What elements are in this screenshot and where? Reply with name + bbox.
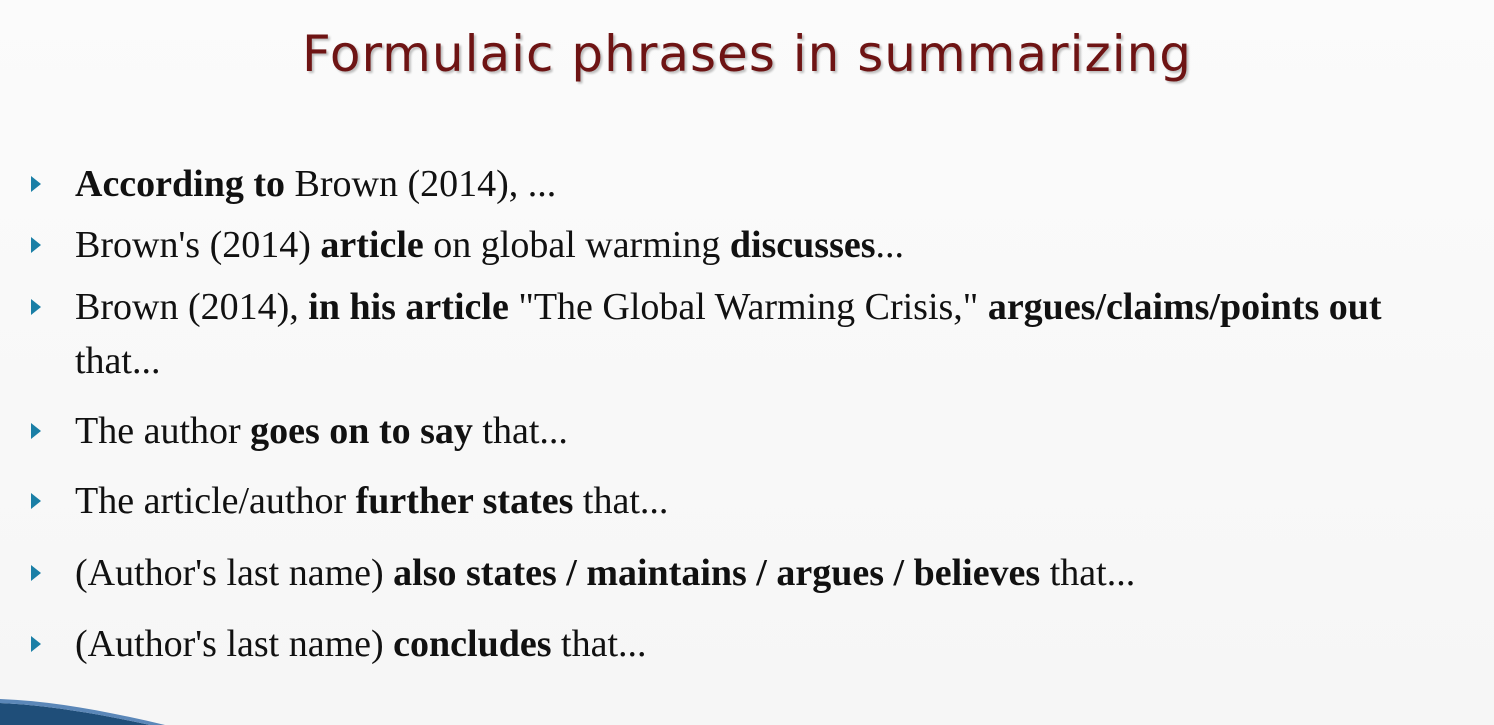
bullet-text: (Author's last name) concludes that... (75, 623, 647, 665)
bullet-text: The author goes on to say that... (75, 410, 568, 452)
bullet-text: Brown's (2014) article on global warming… (75, 224, 905, 266)
triangle-right-icon (31, 423, 41, 439)
triangle-right-icon (31, 636, 41, 652)
triangle-right-icon (31, 493, 41, 509)
triangle-right-icon (31, 237, 41, 253)
slide-title: Formulaic phrases in summarizing (301, 25, 1193, 83)
bullet-text: Brown (2014), in his article "The Global… (75, 286, 1382, 328)
triangle-right-icon (31, 565, 41, 581)
bullet-text: According to Brown (2014), ... (75, 163, 557, 205)
bullet-text: The article/author further states that..… (75, 480, 669, 522)
triangle-right-icon (31, 176, 41, 192)
corner-swoosh-decoration (0, 699, 165, 725)
bullet-continuation: that... (75, 340, 161, 382)
bullet-text: (Author's last name) also states / maint… (75, 552, 1136, 594)
triangle-right-icon (31, 299, 41, 315)
